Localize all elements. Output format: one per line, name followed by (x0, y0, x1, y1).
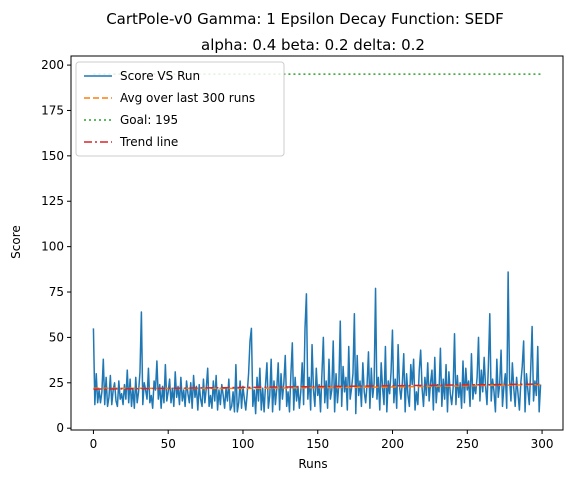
y-tick-label: 50 (49, 330, 64, 344)
legend-label: Avg over last 300 runs (120, 91, 255, 105)
avg-series-line (93, 383, 541, 390)
chart-title-line2: alpha: 0.4 beta: 0.2 delta: 0.2 (201, 36, 425, 54)
x-tick-label: 300 (531, 437, 554, 451)
y-tick-label: 75 (49, 285, 64, 299)
axis-ticks: 0 50 100 150 200 250 300 0 25 50 75 100 125 150 175 200 (41, 58, 553, 451)
score-series-line (92, 271, 542, 415)
y-tick-label: 125 (41, 194, 64, 208)
legend-label: Trend line (119, 135, 178, 149)
y-tick-label: 100 (41, 240, 64, 254)
y-tick-label: 25 (49, 376, 64, 390)
x-axis-label: Runs (298, 457, 327, 471)
y-tick-label: 175 (41, 103, 64, 117)
y-tick-label: 0 (56, 421, 64, 435)
x-tick-label: 100 (232, 437, 255, 451)
x-tick-label: 250 (456, 437, 479, 451)
legend: Score VS Run Avg over last 300 runs Goal: … (75, 61, 285, 157)
series-layer (92, 73, 542, 415)
x-tick-label: 50 (161, 437, 176, 451)
chart-title-line1: CartPole-v0 Gamma: 1 Epsilon Decay Funct… (106, 10, 504, 28)
legend-label: Score VS Run (120, 69, 200, 83)
y-tick-label: 200 (41, 58, 64, 72)
x-tick-label: 150 (306, 437, 329, 451)
y-tick-label: 150 (41, 149, 64, 163)
legend-label: Goal: 195 (120, 113, 178, 127)
x-tick-label: 0 (90, 437, 98, 451)
plot-frame (70, 55, 564, 431)
legend-box (75, 61, 285, 157)
y-axis-label: Score (9, 225, 23, 259)
x-tick-label: 200 (381, 437, 404, 451)
trend-series-line (93, 383, 541, 390)
